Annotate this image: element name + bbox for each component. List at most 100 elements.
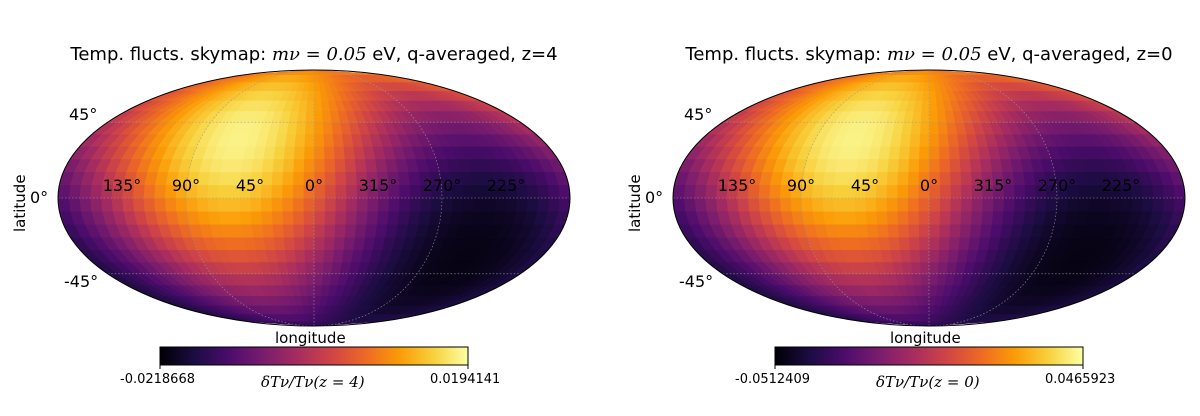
heatmap-cell (920, 273, 930, 286)
heatmap-cell (132, 197, 145, 212)
heatmap-cell (918, 197, 930, 212)
colorbar (159, 346, 469, 366)
heatmap-cell (295, 261, 306, 275)
heatmap-cell (281, 184, 294, 199)
x-axis-label: longitude (890, 329, 961, 347)
plot-title: Temp. flucts. skymap: mν = 0.05 eV, q-av… (70, 44, 558, 65)
heatmap-cell (303, 145, 315, 160)
heatmap-cell (956, 133, 969, 147)
heatmap-cell (886, 210, 898, 225)
heatmap-cell (536, 197, 549, 212)
heatmap-cell (939, 171, 951, 186)
heatmap-cell (409, 184, 421, 199)
heatmap-cell (673, 197, 686, 212)
heatmap-cell (832, 184, 845, 199)
heatmap-cell (249, 197, 262, 212)
heatmap-cell (271, 171, 283, 186)
heatmap-cell (673, 184, 686, 199)
heatmap-cell (79, 184, 92, 199)
heatmap-cell (313, 90, 322, 101)
heatmap-cells (58, 70, 570, 326)
heatmap-cell (790, 197, 802, 212)
heatmap-cell (694, 197, 707, 212)
heatmap-cell (185, 197, 198, 212)
heatmap-cell (143, 197, 156, 212)
heatmap-cell (969, 158, 982, 173)
colorbar-max-label: 0.0194141 (430, 372, 501, 387)
heatmap-cell (949, 171, 962, 186)
heatmap-cell (897, 223, 910, 238)
heatmap-cell (1098, 197, 1111, 212)
heatmap-cell (1012, 171, 1025, 186)
heatmap-cell (779, 197, 792, 212)
heatmap-cell (313, 249, 325, 263)
heatmap-cell (305, 273, 315, 286)
heatmap-cell (322, 133, 334, 147)
meridian-gridline (928, 69, 1058, 327)
lat-tick-45: 45° (684, 105, 713, 124)
heatmap-cell (313, 197, 325, 212)
colorbar-min-label: -0.0512409 (735, 372, 810, 387)
heatmap-cell (704, 197, 718, 212)
heatmap-cell (920, 284, 930, 296)
heatmap-cell (217, 197, 230, 212)
heatmap-cell (979, 223, 992, 238)
heatmap-cell (462, 184, 475, 199)
heatmap-cell (364, 158, 377, 173)
heatmap-cell (547, 197, 560, 212)
heatmap-cell (928, 197, 940, 212)
heatmap-cell (313, 304, 321, 315)
heatmap-cell (354, 223, 367, 238)
heatmap-cell (918, 133, 930, 147)
meridian-gridline (313, 69, 443, 327)
heatmap-cell (305, 100, 315, 112)
heatmap-cell (504, 197, 517, 212)
heatmap-cell (1001, 210, 1015, 225)
heatmap-cell (303, 210, 315, 225)
heatmap-cell (334, 171, 347, 186)
heatmap-cell (271, 210, 283, 225)
heatmap-cell (303, 236, 315, 251)
heatmap-cell (207, 210, 221, 225)
lat-tick-45: 45° (69, 105, 98, 124)
heatmap-cell (896, 210, 909, 225)
heatmap-cell (960, 171, 972, 186)
heatmap-cell (800, 197, 813, 212)
heatmap-cell (320, 284, 330, 296)
heatmap-cell (843, 210, 857, 225)
heatmap-cell (865, 210, 878, 225)
heatmap-cell (919, 261, 930, 275)
lon-tick-label: 0° (920, 176, 938, 195)
heatmap-cell (989, 158, 1003, 173)
heatmap-cell (333, 158, 346, 173)
heatmap-cell (260, 197, 272, 212)
heatmap-cell (888, 236, 901, 251)
heatmap-cell (345, 197, 357, 212)
heatmap-cell (822, 197, 834, 212)
heatmap-cell (313, 133, 325, 147)
heatmap-cell (967, 145, 981, 160)
heatmap-cell (704, 184, 718, 199)
heatmap-cell (888, 145, 901, 160)
heatmap-cell (344, 158, 357, 173)
heatmap-cell (376, 210, 389, 225)
heatmap-cell (907, 171, 919, 186)
heatmap-cell (928, 223, 940, 238)
heatmap-cell (938, 158, 951, 173)
heatmap-cell (1087, 197, 1100, 212)
heatmap-cell (332, 133, 344, 147)
heatmap-cell (886, 197, 898, 212)
heatmap-cell (355, 210, 368, 225)
heatmap-cell (1162, 197, 1175, 212)
lon-tick-label: 90° (172, 176, 200, 195)
heatmap-cell (345, 171, 357, 186)
heatmap-cell (947, 249, 959, 263)
heatmap-cell (928, 295, 937, 306)
lon-tick-label: 45° (236, 176, 264, 195)
heatmap-cell (920, 110, 930, 123)
heatmap-cell (991, 210, 1004, 225)
heatmap-cell (313, 81, 321, 91)
heatmap-cell (239, 197, 251, 212)
heatmap-cell (896, 171, 909, 186)
y-axis-label: latitude (626, 174, 644, 232)
